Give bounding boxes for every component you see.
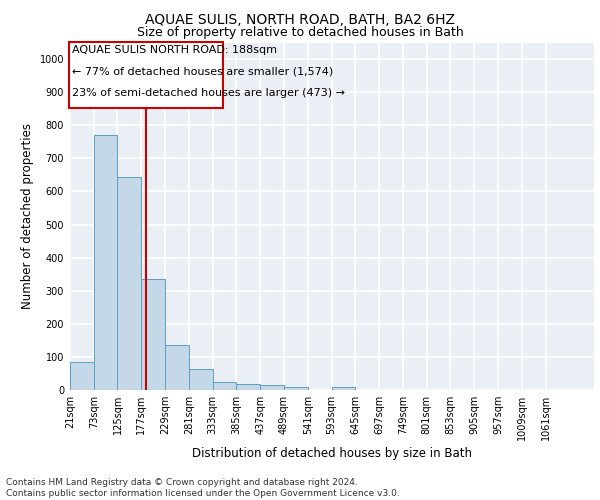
Bar	[70, 362, 94, 390]
X-axis label: Distribution of detached houses by size in Bath: Distribution of detached houses by size …	[191, 447, 472, 460]
Bar	[165, 346, 189, 390]
Text: AQUAE SULIS, NORTH ROAD, BATH, BA2 6HZ: AQUAE SULIS, NORTH ROAD, BATH, BA2 6HZ	[145, 12, 455, 26]
Text: ← 77% of detached houses are smaller (1,574): ← 77% of detached houses are smaller (1,…	[72, 66, 333, 76]
Bar	[94, 135, 118, 390]
Bar	[118, 176, 141, 390]
Bar	[189, 370, 212, 390]
Bar	[141, 279, 165, 390]
FancyBboxPatch shape	[69, 42, 223, 108]
Text: Size of property relative to detached houses in Bath: Size of property relative to detached ho…	[137, 26, 463, 39]
Bar	[260, 385, 284, 390]
Bar	[284, 388, 308, 390]
Text: AQUAE SULIS NORTH ROAD: 188sqm: AQUAE SULIS NORTH ROAD: 188sqm	[72, 45, 277, 55]
Y-axis label: Number of detached properties: Number of detached properties	[21, 123, 34, 309]
Text: 23% of semi-detached houses are larger (473) →: 23% of semi-detached houses are larger (…	[72, 88, 345, 98]
Text: Contains HM Land Registry data © Crown copyright and database right 2024.
Contai: Contains HM Land Registry data © Crown c…	[6, 478, 400, 498]
Bar	[331, 386, 355, 390]
Bar	[212, 382, 236, 390]
Bar	[236, 384, 260, 390]
